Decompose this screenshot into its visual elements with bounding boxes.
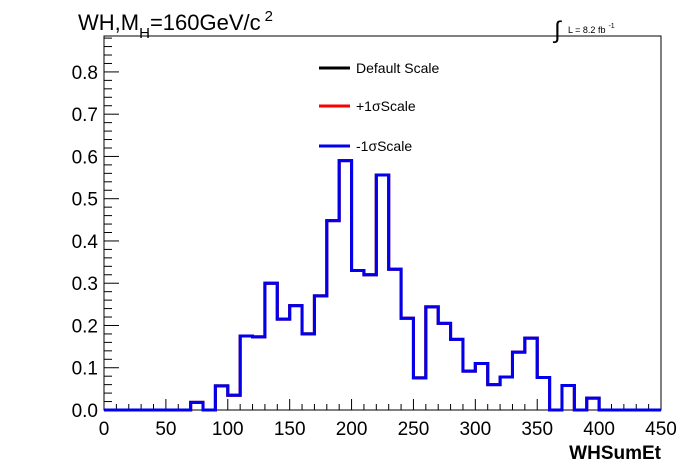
y-axis: 0.0 0.1 0.2 0.3 0.4 0.5 0.6 0.7 0.8 <box>72 37 119 422</box>
y-tick-label: 0.4 <box>72 232 99 253</box>
svg-text:WH,MH=160GeV/c2: WH,MH=160GeV/c 2 <box>78 8 273 42</box>
legend-entry: -1σScale <box>319 138 412 154</box>
x-tick-label: 150 <box>274 419 306 440</box>
x-tick-label: 250 <box>398 419 430 440</box>
plot-frame <box>103 35 662 411</box>
series-line-1 <box>104 159 661 412</box>
legend: Default Scale +1σScale -1σScale <box>319 60 439 154</box>
y-tick-label: 0.8 <box>72 63 98 84</box>
y-tick-label: 0.5 <box>72 190 98 211</box>
legend-label: -1σScale <box>356 138 412 154</box>
luminosity-label: ∫ L = 8.2 fb -1 <box>552 17 615 44</box>
x-axis: 0 50 100 150 200 250 300 350 400 450 <box>99 399 677 440</box>
x-tick-label: 50 <box>155 419 176 440</box>
legend-entry: +1σScale <box>319 98 416 114</box>
legend-label: +1σScale <box>356 98 416 114</box>
title-subscript: H <box>139 25 150 42</box>
title-rest: =160GeV/c <box>150 10 261 35</box>
x-axis-title: WHSumEt <box>569 443 662 464</box>
title-superscript: 2 <box>265 8 273 25</box>
x-tick-label: 0 <box>99 419 110 440</box>
series-line-0 <box>104 159 661 412</box>
x-tick-label: 350 <box>521 419 553 440</box>
legend-label: Default Scale <box>356 60 439 76</box>
y-tick-label: 0.2 <box>72 316 98 337</box>
lumi-text: L = 8.2 fb <box>568 25 605 35</box>
series-line-2 <box>104 159 661 412</box>
chart-title: WH,MH=160GeV/c 2 <box>78 8 273 42</box>
y-tick-label: 0.6 <box>72 147 98 168</box>
x-tick-label: 450 <box>645 419 677 440</box>
y-tick-label: 0.0 <box>72 401 98 422</box>
title-main: WH,M <box>78 10 139 35</box>
series-layer <box>104 159 661 412</box>
integral-symbol: ∫ <box>552 17 562 44</box>
y-tick-label: 0.3 <box>72 274 98 295</box>
y-tick-label: 0.7 <box>72 105 98 126</box>
svg-text:L = 8.2 fb-1: L = 8.2 fb -1 <box>568 23 615 35</box>
legend-entry: Default Scale <box>319 60 439 76</box>
x-tick-label: 300 <box>459 419 491 440</box>
lumi-superscript: -1 <box>608 23 614 30</box>
x-tick-label: 100 <box>212 419 244 440</box>
x-tick-label: 400 <box>583 419 615 440</box>
x-tick-label: 200 <box>336 419 368 440</box>
y-tick-label: 0.1 <box>72 359 98 380</box>
